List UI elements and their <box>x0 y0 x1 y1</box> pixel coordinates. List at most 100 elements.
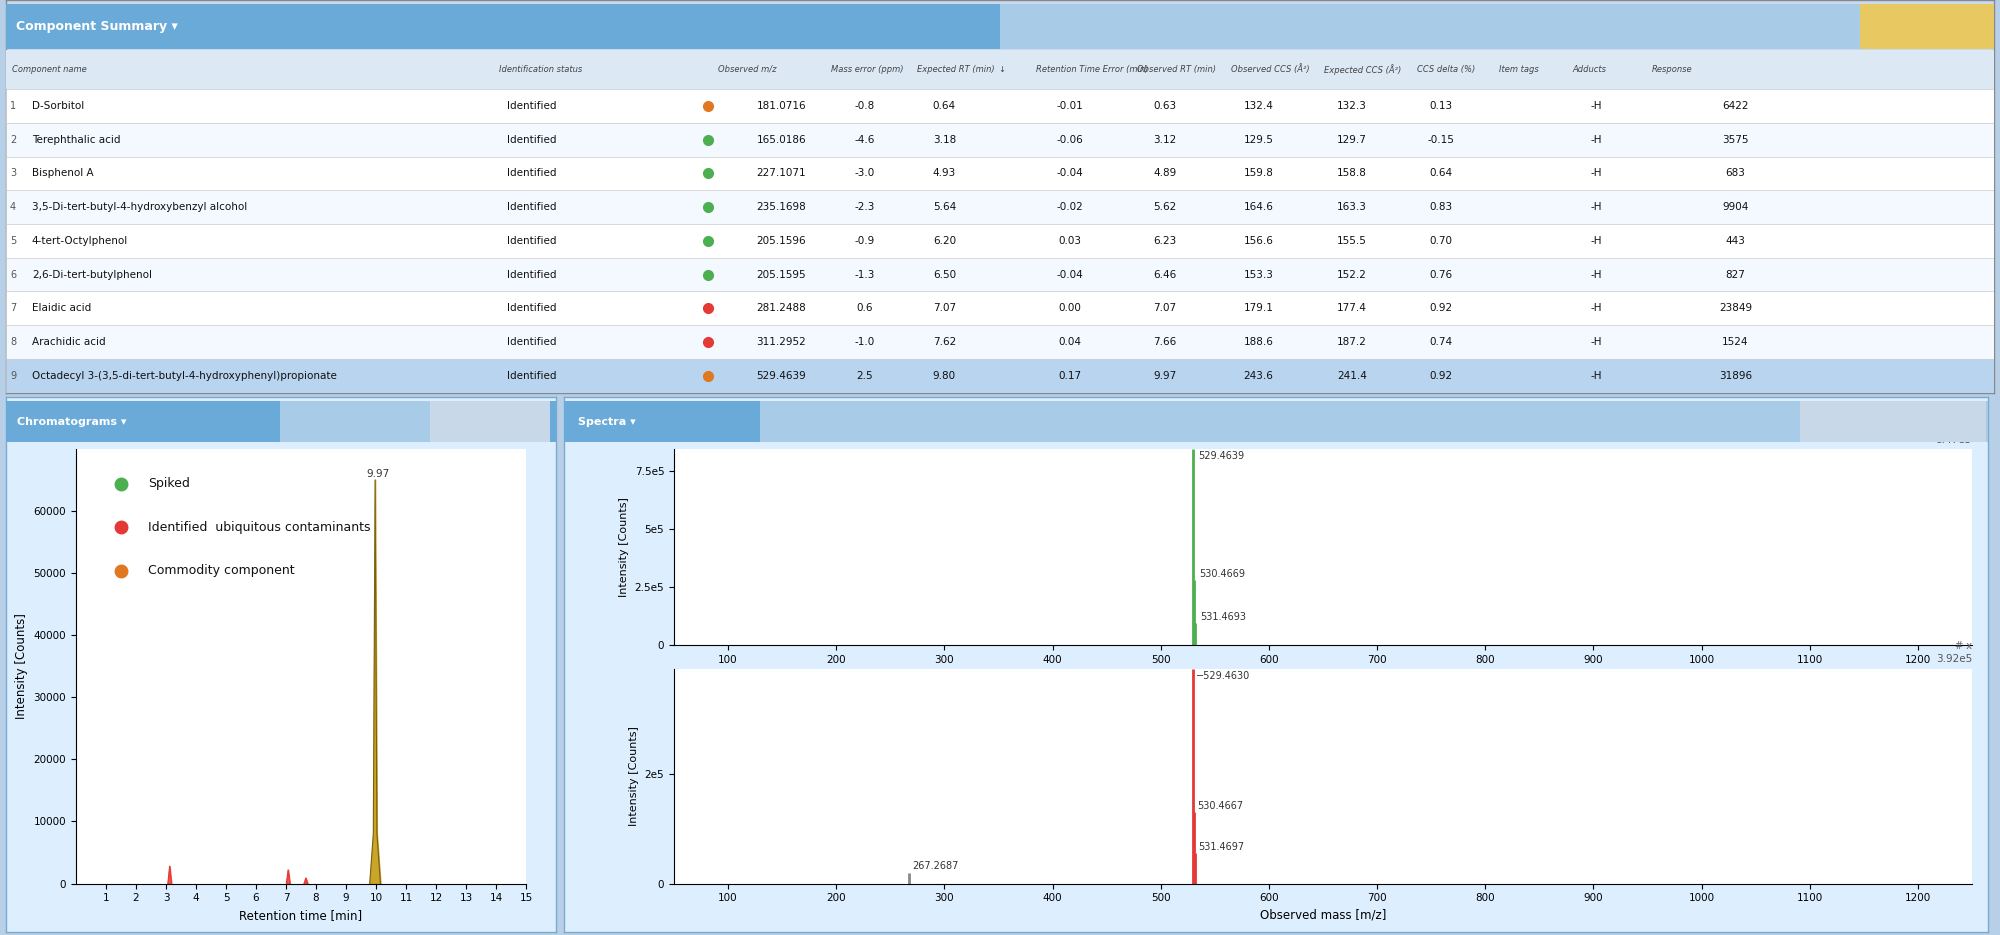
Text: 311.2952: 311.2952 <box>756 338 806 347</box>
Text: 129.7: 129.7 <box>1336 135 1366 145</box>
Text: 188.6: 188.6 <box>1244 338 1274 347</box>
FancyBboxPatch shape <box>6 359 1994 393</box>
Text: 9.97: 9.97 <box>366 468 390 479</box>
Text: CCS delta (%): CCS delta (%) <box>1418 65 1476 74</box>
Text: 0.17: 0.17 <box>1058 371 1082 381</box>
FancyBboxPatch shape <box>6 224 1994 258</box>
Text: -0.02: -0.02 <box>1056 202 1082 212</box>
Text: 179.1: 179.1 <box>1244 303 1274 313</box>
Text: -H: -H <box>1590 101 1602 111</box>
Text: 153.3: 153.3 <box>1244 269 1274 280</box>
Text: 2,6-Di-tert-butylphenol: 2,6-Di-tert-butylphenol <box>32 269 152 280</box>
Text: 243.6: 243.6 <box>1244 371 1274 381</box>
Text: 4: 4 <box>10 202 16 212</box>
Text: 31896: 31896 <box>1718 371 1752 381</box>
Text: Expected CCS (Å²): Expected CCS (Å²) <box>1324 64 1402 75</box>
Text: 3.18: 3.18 <box>932 135 956 145</box>
Text: -H: -H <box>1590 202 1602 212</box>
Text: -0.15: -0.15 <box>1428 135 1454 145</box>
Text: 0.63: 0.63 <box>1154 101 1176 111</box>
Text: 3,5-Di-tert-butyl-4-hydroxybenzyl alcohol: 3,5-Di-tert-butyl-4-hydroxybenzyl alcoho… <box>32 202 248 212</box>
Text: Spiked: Spiked <box>148 477 190 490</box>
Text: Component Summary ▾: Component Summary ▾ <box>16 20 178 33</box>
Text: 8.47e5: 8.47e5 <box>1936 435 1972 445</box>
Text: Identification status: Identification status <box>500 65 582 74</box>
Text: −529.4630: −529.4630 <box>1196 670 1250 681</box>
Text: 1524: 1524 <box>1722 338 1748 347</box>
Text: 3.92e5: 3.92e5 <box>1936 654 1972 664</box>
Text: 9: 9 <box>10 371 16 381</box>
Text: 152.2: 152.2 <box>1336 269 1366 280</box>
Text: 0.64: 0.64 <box>1430 168 1452 179</box>
X-axis label: Retention time [min]: Retention time [min] <box>240 909 362 922</box>
Text: Identified: Identified <box>506 135 556 145</box>
Text: Commodity component: Commodity component <box>148 564 294 577</box>
Text: 156.6: 156.6 <box>1244 236 1274 246</box>
Text: -0.04: -0.04 <box>1056 269 1082 280</box>
Text: # x: # x <box>1956 427 1972 437</box>
Text: 7.07: 7.07 <box>1154 303 1176 313</box>
Text: 3575: 3575 <box>1722 135 1748 145</box>
Text: 4-tert-Octylphenol: 4-tert-Octylphenol <box>32 236 128 246</box>
Text: -0.9: -0.9 <box>854 236 874 246</box>
FancyBboxPatch shape <box>6 325 1994 359</box>
Text: -1.0: -1.0 <box>854 338 874 347</box>
FancyBboxPatch shape <box>6 50 1994 89</box>
FancyBboxPatch shape <box>6 89 1994 122</box>
Text: -H: -H <box>1590 168 1602 179</box>
FancyBboxPatch shape <box>6 156 1994 190</box>
Text: 6.20: 6.20 <box>932 236 956 246</box>
Text: 9.97: 9.97 <box>1154 371 1176 381</box>
Text: Response: Response <box>1652 65 1692 74</box>
Text: 530.4667: 530.4667 <box>1196 800 1244 811</box>
Text: ↓: ↓ <box>998 65 1006 74</box>
Text: 0.76: 0.76 <box>1430 269 1452 280</box>
Text: 0.92: 0.92 <box>1430 303 1452 313</box>
Text: 2: 2 <box>10 135 16 145</box>
Text: 132.4: 132.4 <box>1244 101 1274 111</box>
Text: 129.5: 129.5 <box>1244 135 1274 145</box>
Text: 159.8: 159.8 <box>1244 168 1274 179</box>
Text: 3: 3 <box>10 168 16 179</box>
Text: 6.46: 6.46 <box>1154 269 1176 280</box>
Text: 177.4: 177.4 <box>1336 303 1366 313</box>
Text: Mass error (ppm): Mass error (ppm) <box>832 65 904 74</box>
Text: 165.0186: 165.0186 <box>756 135 806 145</box>
Text: 205.1596: 205.1596 <box>756 236 806 246</box>
Text: Identified: Identified <box>506 371 556 381</box>
Text: 7.62: 7.62 <box>932 338 956 347</box>
Text: Terephthalic acid: Terephthalic acid <box>32 135 120 145</box>
Text: Identified: Identified <box>506 236 556 246</box>
Text: 0.6: 0.6 <box>856 303 874 313</box>
Text: Identified: Identified <box>506 338 556 347</box>
Text: Elaidic acid: Elaidic acid <box>32 303 92 313</box>
Text: Identified: Identified <box>506 168 556 179</box>
Text: 181.0716: 181.0716 <box>756 101 806 111</box>
FancyBboxPatch shape <box>6 258 1994 292</box>
Text: -H: -H <box>1590 236 1602 246</box>
Text: -H: -H <box>1590 303 1602 313</box>
Text: Observed CCS (Å²): Observed CCS (Å²) <box>1230 65 1310 74</box>
Text: 0.03: 0.03 <box>1058 236 1082 246</box>
Text: 827: 827 <box>1726 269 1746 280</box>
Text: 6.23: 6.23 <box>1154 236 1176 246</box>
X-axis label: Observed mass [m/z]: Observed mass [m/z] <box>1260 909 1386 922</box>
Text: 0.70: 0.70 <box>1430 236 1452 246</box>
Text: 531.4693: 531.4693 <box>1200 612 1246 622</box>
Text: 235.1698: 235.1698 <box>756 202 806 212</box>
Text: Identified  ubiquitous contaminants: Identified ubiquitous contaminants <box>148 521 370 534</box>
Text: 1: 1 <box>10 101 16 111</box>
Text: 5.64: 5.64 <box>932 202 956 212</box>
Y-axis label: Intensity [Counts]: Intensity [Counts] <box>16 613 28 719</box>
Text: Adducts: Adducts <box>1572 65 1606 74</box>
Text: 155.5: 155.5 <box>1336 236 1366 246</box>
Text: 0.00: 0.00 <box>1058 303 1082 313</box>
Text: -1.3: -1.3 <box>854 269 876 280</box>
Text: -0.04: -0.04 <box>1056 168 1082 179</box>
Text: 529.4639: 529.4639 <box>1198 451 1244 461</box>
Text: # x: # x <box>508 435 526 444</box>
Text: Bisphenol A: Bisphenol A <box>32 168 94 179</box>
Text: -3.0: -3.0 <box>854 168 874 179</box>
FancyBboxPatch shape <box>6 122 1994 156</box>
Text: 0.04: 0.04 <box>1058 338 1082 347</box>
